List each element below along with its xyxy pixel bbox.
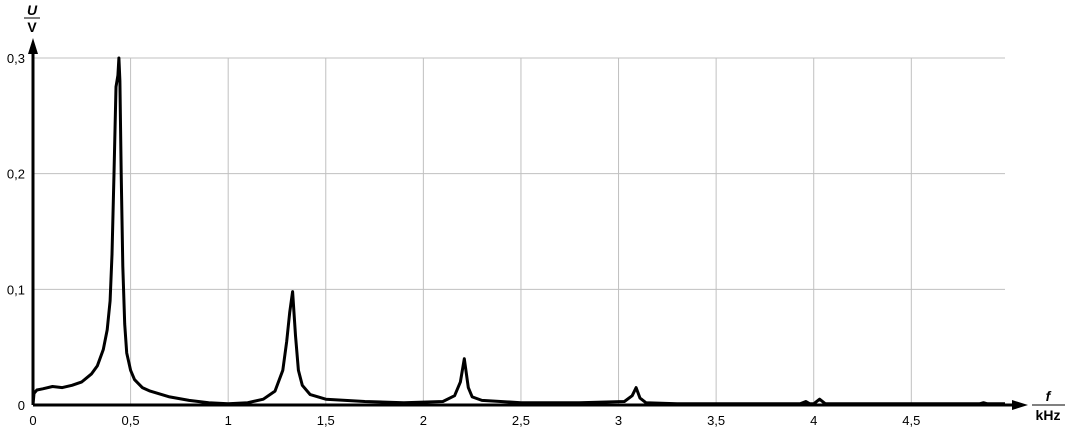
y-axis-arrow-icon [28,38,38,54]
x-axis-symbol: f [1046,388,1052,404]
tick-labels: 0 0,5 1 1,5 2 2,5 3 3,5 4 4,5 0 0,1 0,2 0,3 [7,51,920,428]
grid [33,57,1005,405]
y-axis [28,38,38,405]
x-tick-label: 3 [615,413,622,428]
x-tick-label: 2 [420,413,427,428]
y-axis-label: U V [24,2,40,35]
x-tick-label: 4,5 [902,413,920,428]
x-tick-label: 0 [29,413,36,428]
y-axis-symbol: U [27,2,38,18]
x-tick-label: 3,5 [707,413,725,428]
x-axis-label: f kHz [1032,388,1065,423]
y-tick-label: 0,2 [7,167,25,182]
series-line [31,56,1005,406]
y-tick-label: 0,1 [7,282,25,297]
x-axis [33,400,1028,410]
x-tick-label: 1 [225,413,232,428]
x-tick-label: 1,5 [317,413,335,428]
y-tick-label: 0,3 [7,51,25,66]
y-tick-label: 0 [18,398,25,413]
x-axis-unit: kHz [1036,407,1061,423]
x-axis-arrow-icon [1012,400,1028,410]
y-axis-unit: V [27,19,37,35]
x-tick-label: 4 [810,413,817,428]
x-tick-label: 2,5 [512,413,530,428]
x-tick-label: 0,5 [122,413,140,428]
